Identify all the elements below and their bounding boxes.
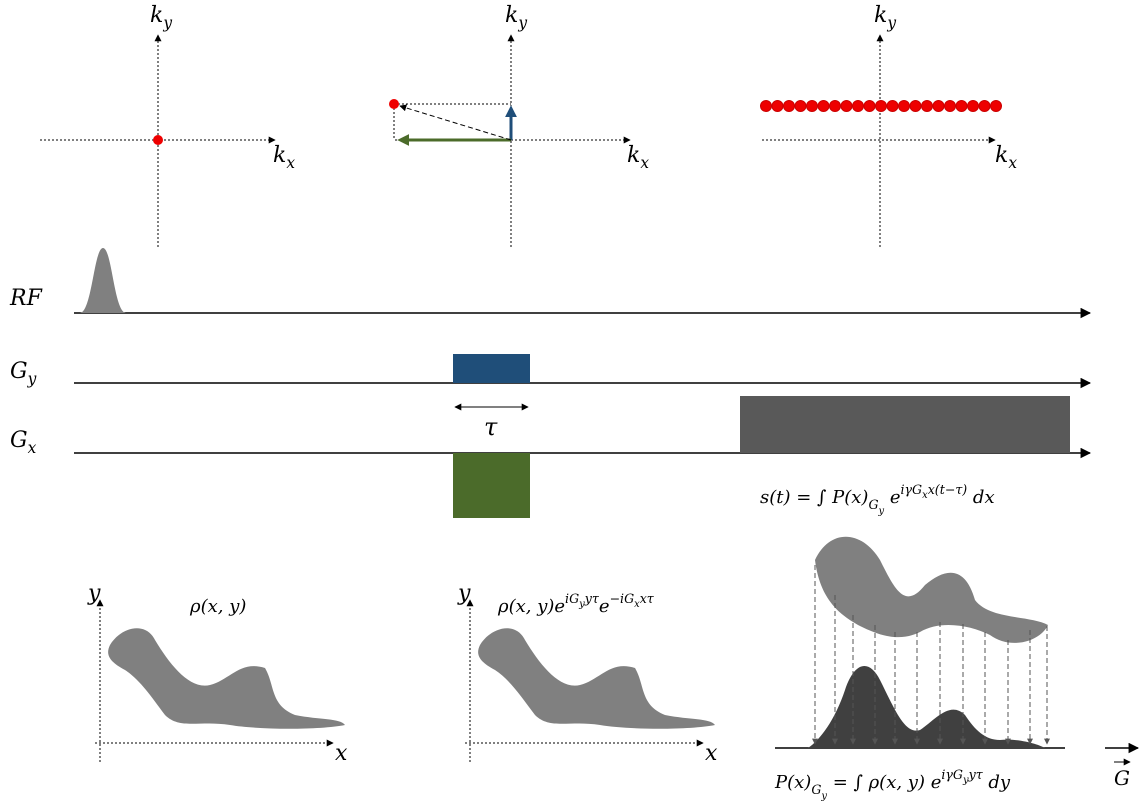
kx-label: kx <box>995 143 1017 172</box>
k-readout <box>807 101 818 112</box>
math-part: RF <box>9 286 43 311</box>
y-axis-label: y <box>457 581 471 606</box>
math-part: G <box>868 497 878 512</box>
k-readout <box>772 101 783 112</box>
k-readout <box>956 101 967 112</box>
ky-label: ky <box>874 3 896 32</box>
math-part: = ∫ ρ(x, y) e <box>827 772 941 793</box>
k-readout <box>853 101 864 112</box>
math-part: iG <box>565 591 579 606</box>
object <box>478 628 715 729</box>
math-part: e <box>884 487 900 508</box>
ky-label: ky <box>505 3 527 32</box>
kx-label: kx <box>627 143 649 172</box>
k-origin <box>153 135 163 145</box>
gy-label: Gy <box>10 359 37 388</box>
math-part: yτ <box>968 767 984 782</box>
k-readout <box>922 101 933 112</box>
k-readout <box>830 101 841 112</box>
projection-equation: P(x)Gy = ∫ ρ(x, y) eiγGyyτ dy <box>774 767 1011 802</box>
k-readout <box>910 101 921 112</box>
k-readout <box>968 101 979 112</box>
math-part: G <box>10 428 28 453</box>
math-part: iγG <box>941 767 963 782</box>
math-part: k <box>995 143 1008 168</box>
math-part: dx <box>967 487 994 508</box>
math-part: ρ(x, y)e <box>497 596 565 617</box>
projection <box>808 666 1045 748</box>
math-part: G <box>10 359 28 384</box>
math-part: ρ(x, y) <box>189 596 246 617</box>
math-part: k <box>273 143 286 168</box>
math-part: x <box>1008 154 1017 172</box>
rf-pulse <box>80 248 126 313</box>
k-readout <box>795 101 806 112</box>
math-part: x <box>640 154 649 172</box>
k-readout <box>899 101 910 112</box>
k-readout <box>864 101 875 112</box>
math-part: −iG <box>609 591 634 606</box>
math-part: x <box>705 741 718 766</box>
math-part: s(t) = ∫ P(x) <box>760 487 868 508</box>
math-part: y <box>457 581 471 606</box>
x-axis-label: x <box>335 741 348 766</box>
k-readout <box>945 101 956 112</box>
math-part: y <box>886 14 896 32</box>
math-part: x <box>335 741 348 766</box>
object-expression: ρ(x, y)eiGyyτe−iGxxτ <box>497 591 655 617</box>
math-part: τ <box>484 413 498 441</box>
k-point <box>389 99 399 109</box>
math-part: y <box>27 370 37 388</box>
object <box>815 537 1048 643</box>
math-part: dy <box>983 772 1011 793</box>
k-readout <box>784 101 795 112</box>
math-part: x(t−τ) <box>928 482 968 497</box>
math-part: y <box>517 14 527 32</box>
math-part: k <box>150 3 163 28</box>
k-readout <box>841 101 852 112</box>
k-readout <box>876 101 887 112</box>
gx-label: Gx <box>10 428 37 457</box>
math-part: iγG <box>900 482 922 497</box>
k-readout <box>818 101 829 112</box>
k-readout <box>887 101 898 112</box>
math-part: e <box>599 596 610 617</box>
k-readout <box>991 101 1002 112</box>
readout-gradient <box>740 396 1070 453</box>
math-part: P(x) <box>774 772 811 793</box>
x-axis-label: x <box>705 741 718 766</box>
math-part: x <box>286 154 295 172</box>
gy-pulse <box>453 354 530 383</box>
signal-equation: s(t) = ∫ P(x)Gy eiγGxx(t−τ) dx <box>760 482 995 517</box>
k-readout <box>979 101 990 112</box>
tau-label: τ <box>484 413 498 441</box>
k-path <box>400 106 511 140</box>
math-part: y <box>162 14 172 32</box>
rf-label: RF <box>9 286 43 311</box>
k-readout <box>933 101 944 112</box>
ky-label: ky <box>150 3 172 32</box>
k-readout <box>761 101 772 112</box>
math-part: yτ <box>584 591 600 606</box>
math-part: G <box>811 782 821 797</box>
math-part: k <box>627 143 640 168</box>
math-part: k <box>505 3 518 28</box>
gx-pulse <box>453 453 530 518</box>
diagram: ky kx ky kx ky kx RF Gy Gx τ s(t) = ∫ P(… <box>0 0 1140 807</box>
gradient-label: G <box>1114 766 1130 790</box>
object <box>108 628 345 729</box>
math-part: x <box>28 439 37 457</box>
kx-label: kx <box>273 143 295 172</box>
object-expression: ρ(x, y) <box>189 596 246 617</box>
math-part: G <box>1114 766 1130 790</box>
math-part: k <box>874 3 887 28</box>
math-part: xτ <box>640 591 655 606</box>
y-axis-label: y <box>87 581 101 606</box>
math-part: y <box>87 581 101 606</box>
